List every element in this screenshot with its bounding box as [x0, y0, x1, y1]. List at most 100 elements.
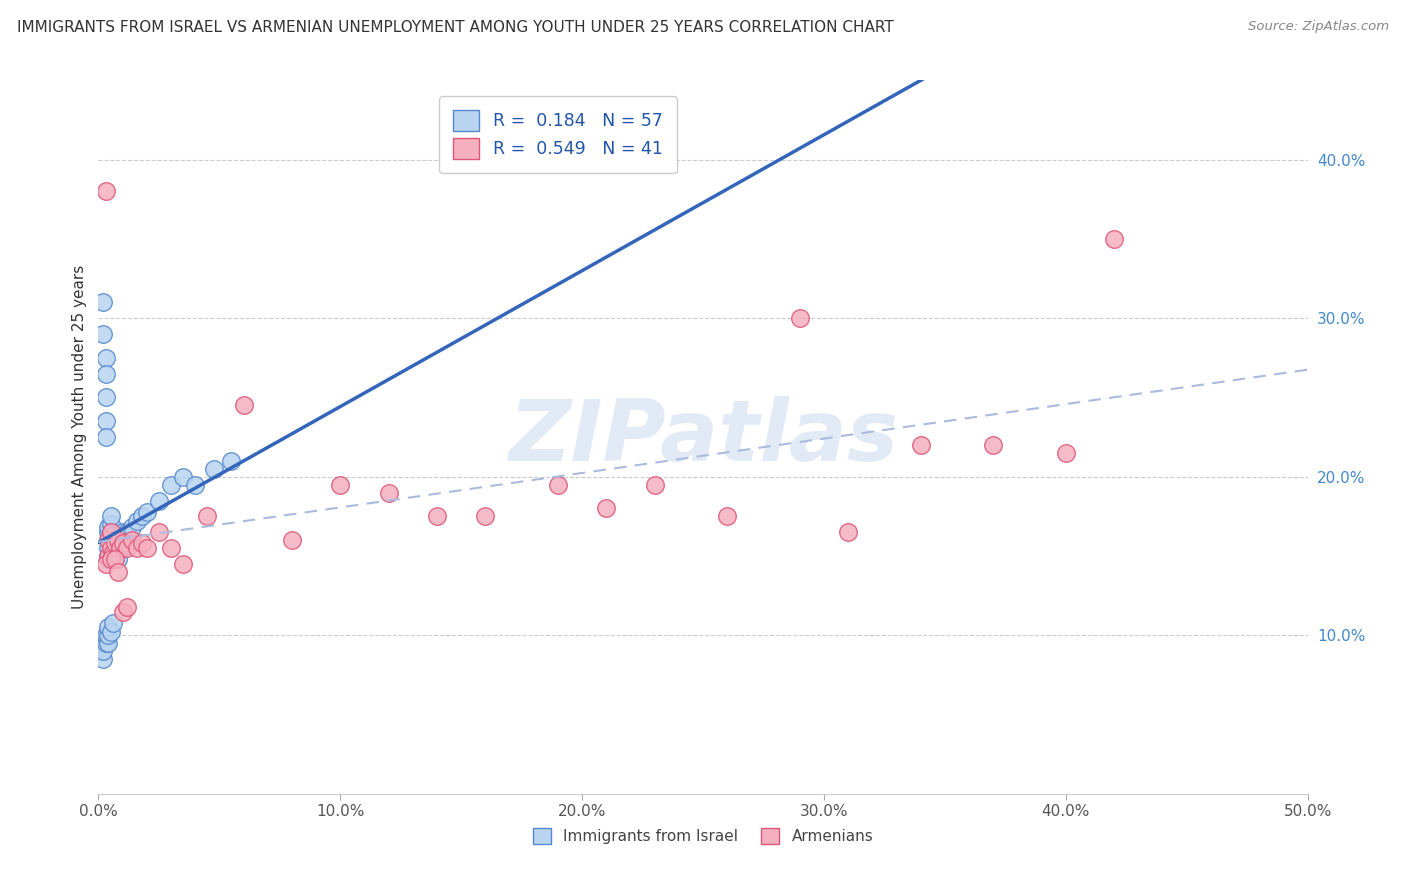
Point	[981, 438, 1004, 452]
Point	[195, 509, 218, 524]
Point	[789, 311, 811, 326]
Point	[281, 533, 304, 548]
Point	[94, 391, 117, 405]
Point	[135, 505, 157, 519]
Point	[232, 398, 254, 412]
Point	[94, 557, 117, 571]
Point	[101, 615, 124, 630]
Point	[426, 509, 449, 524]
Text: Source: ZipAtlas.com: Source: ZipAtlas.com	[1249, 20, 1389, 33]
Point	[135, 541, 157, 555]
Point	[111, 533, 134, 548]
Point	[100, 530, 122, 544]
Point	[160, 477, 183, 491]
Point	[101, 528, 124, 542]
Point	[100, 509, 122, 524]
Point	[644, 477, 666, 491]
Point	[101, 544, 124, 558]
Point	[104, 533, 127, 548]
Point	[101, 536, 124, 550]
Point	[100, 525, 122, 540]
Point	[221, 454, 243, 468]
Point	[172, 557, 194, 571]
Point	[107, 552, 129, 566]
Point	[104, 536, 127, 550]
Point	[91, 644, 114, 658]
Point	[97, 525, 120, 540]
Point	[547, 477, 569, 491]
Point	[97, 636, 120, 650]
Point	[94, 636, 117, 650]
Point	[97, 549, 120, 563]
Point	[127, 541, 149, 555]
Point	[104, 541, 127, 555]
Point	[100, 538, 122, 552]
Point	[97, 628, 120, 642]
Point	[595, 501, 617, 516]
Point	[716, 509, 738, 524]
Point	[107, 565, 129, 579]
Point	[94, 628, 117, 642]
Point	[329, 477, 352, 491]
Point	[121, 520, 143, 534]
Point	[117, 541, 139, 555]
Point	[474, 509, 496, 524]
Point	[117, 525, 139, 540]
Point	[97, 620, 120, 634]
Point	[97, 549, 120, 563]
Point	[377, 485, 399, 500]
Point	[97, 533, 120, 548]
Point	[91, 652, 114, 666]
Text: IMMIGRANTS FROM ISRAEL VS ARMENIAN UNEMPLOYMENT AMONG YOUTH UNDER 25 YEARS CORRE: IMMIGRANTS FROM ISRAEL VS ARMENIAN UNEMP…	[17, 20, 894, 35]
Point	[100, 546, 122, 560]
Point	[108, 541, 131, 555]
Point	[111, 525, 134, 540]
Point	[100, 549, 122, 563]
Point	[91, 295, 114, 310]
Point	[91, 326, 114, 341]
Point	[100, 541, 122, 555]
Point	[104, 552, 127, 566]
Point	[108, 541, 131, 555]
Point	[100, 552, 122, 566]
Point	[97, 552, 120, 566]
Point	[97, 520, 120, 534]
Legend: Immigrants from Israel, Armenians: Immigrants from Israel, Armenians	[526, 822, 880, 850]
Point	[910, 438, 932, 452]
Point	[97, 541, 120, 555]
Point	[100, 533, 122, 548]
Point	[94, 367, 117, 381]
Point	[127, 514, 149, 528]
Point	[107, 541, 129, 555]
Point	[121, 533, 143, 548]
Point	[131, 509, 153, 524]
Point	[131, 536, 153, 550]
Point	[1102, 232, 1125, 246]
Point	[111, 536, 134, 550]
Point	[101, 541, 124, 555]
Point	[101, 549, 124, 563]
Point	[160, 541, 183, 555]
Point	[94, 184, 117, 198]
Point	[111, 541, 134, 555]
Y-axis label: Unemployment Among Youth under 25 years: Unemployment Among Youth under 25 years	[72, 265, 87, 609]
Point	[101, 546, 124, 560]
Point	[100, 517, 122, 532]
Point	[94, 351, 117, 365]
Point	[107, 533, 129, 548]
Text: ZIPatlas: ZIPatlas	[508, 395, 898, 479]
Point	[1054, 446, 1077, 460]
Point	[148, 493, 170, 508]
Point	[94, 430, 117, 444]
Point	[117, 599, 139, 614]
Point	[97, 533, 120, 548]
Point	[204, 462, 226, 476]
Point	[111, 605, 134, 619]
Point	[837, 525, 859, 540]
Point	[104, 546, 127, 560]
Point	[104, 549, 127, 563]
Point	[100, 625, 122, 640]
Point	[100, 525, 122, 540]
Point	[94, 414, 117, 428]
Point	[184, 477, 207, 491]
